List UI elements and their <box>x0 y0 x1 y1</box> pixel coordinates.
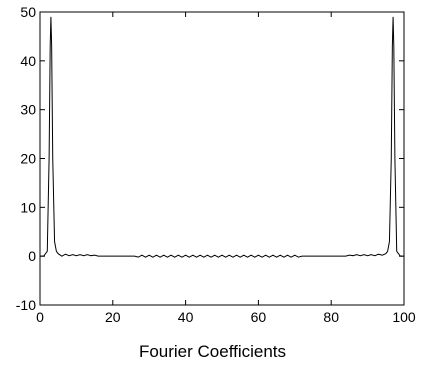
y-tick-label: 40 <box>20 53 36 69</box>
y-tick-label: 50 <box>20 4 36 20</box>
series-line-0 <box>40 16 404 258</box>
x-tick-label: 60 <box>251 309 267 325</box>
y-tick-label: 0 <box>28 248 36 264</box>
plot-frame <box>39 11 405 306</box>
x-axis-label: Fourier Coefficients <box>138 342 287 361</box>
y-axis-ticks: -10 0 10 20 30 40 50 <box>16 4 404 313</box>
x-tick-label: 0 <box>36 309 44 325</box>
x-tick-label: 40 <box>178 309 194 325</box>
series-group <box>40 16 404 258</box>
y-tick-label: 30 <box>20 102 36 118</box>
x-tick-label: 80 <box>323 309 339 325</box>
x-axis-ticks: 0 20 40 60 80 100 <box>36 12 416 325</box>
y-tick-label: -10 <box>16 297 36 313</box>
y-tick-label: 10 <box>20 199 36 215</box>
x-tick-label: 100 <box>392 309 416 325</box>
x-tick-label: 20 <box>105 309 121 325</box>
y-tick-label: 20 <box>20 151 36 167</box>
